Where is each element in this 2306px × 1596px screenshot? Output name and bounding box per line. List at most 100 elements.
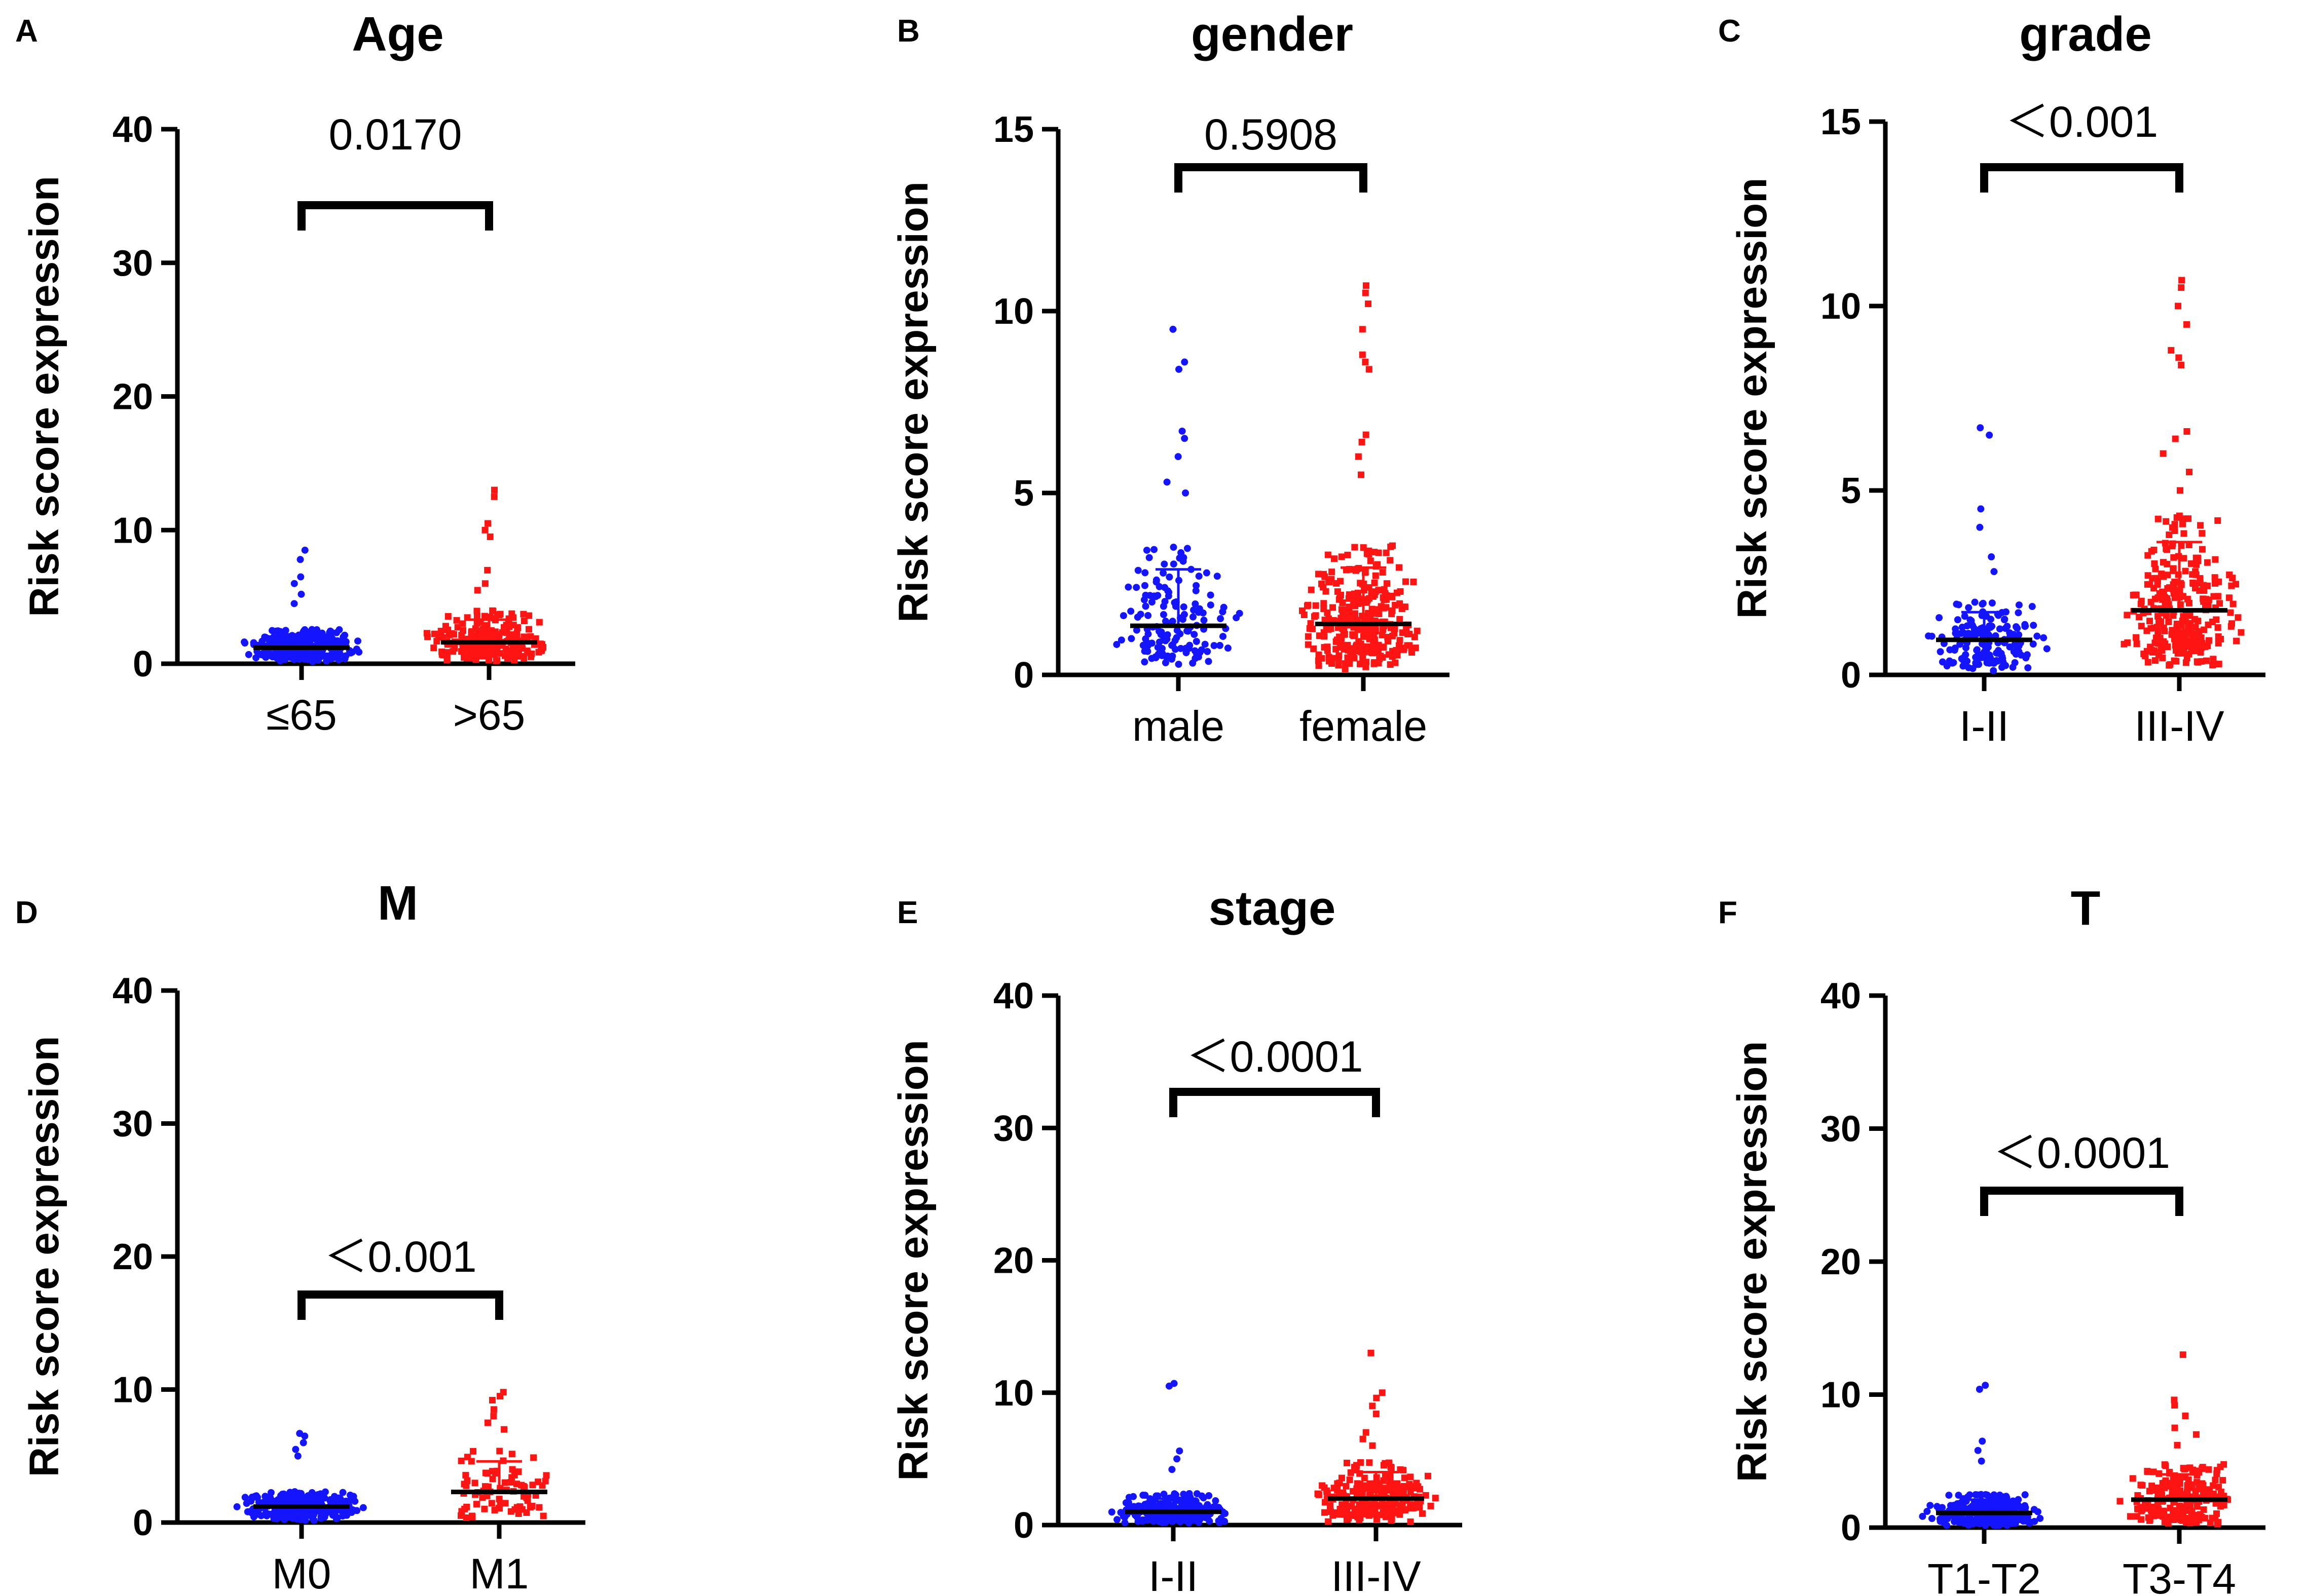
data-point xyxy=(1986,431,1993,439)
data-point xyxy=(2165,618,2172,625)
data-point xyxy=(2228,582,2235,589)
data-point xyxy=(1134,566,1142,574)
data-point xyxy=(1322,1499,1329,1506)
y-tick-label: 40 xyxy=(113,109,153,150)
data-point xyxy=(2171,579,2178,586)
data-point xyxy=(485,653,492,660)
data-point xyxy=(2178,277,2185,284)
data-point xyxy=(1349,616,1356,623)
data-point xyxy=(1996,625,2003,633)
data-point xyxy=(2129,1475,2136,1482)
data-point xyxy=(494,657,501,664)
data-point xyxy=(292,1446,300,1453)
data-point xyxy=(1968,621,1976,629)
data-point xyxy=(473,1501,480,1508)
data-point xyxy=(1128,635,1135,642)
data-point xyxy=(290,580,298,587)
data-point xyxy=(286,639,294,647)
data-point xyxy=(321,1488,329,1496)
data-point xyxy=(1362,431,1369,438)
data-point xyxy=(1356,660,1363,667)
data-point xyxy=(2015,601,2023,609)
data-point xyxy=(252,1493,260,1501)
data-point xyxy=(2003,1522,2011,1529)
y-tick-label: 0 xyxy=(1841,1508,1861,1548)
data-point xyxy=(2215,578,2222,585)
data-point xyxy=(1130,1493,1137,1500)
data-point xyxy=(248,1509,256,1517)
data-point xyxy=(1344,609,1351,616)
data-point xyxy=(1182,644,1189,652)
data-point xyxy=(1168,641,1176,649)
data-point xyxy=(2148,1483,2155,1490)
data-point xyxy=(1216,641,1223,649)
data-point xyxy=(1324,1490,1331,1497)
x-tick-label: >65 xyxy=(453,691,526,739)
data-point xyxy=(2187,1508,2195,1515)
data-point xyxy=(1353,567,1360,574)
data-point xyxy=(1948,1503,1955,1511)
data-point xyxy=(1216,615,1224,623)
data-point xyxy=(481,633,488,640)
data-point xyxy=(1354,1480,1361,1487)
data-point xyxy=(300,1509,307,1516)
data-point xyxy=(2158,646,2165,653)
data-point xyxy=(302,1516,309,1524)
data-point xyxy=(2170,1476,2177,1483)
data-point xyxy=(2172,647,2179,654)
data-point xyxy=(1160,1490,1168,1498)
p-value-label: 0.5908 xyxy=(1204,110,1337,159)
data-point xyxy=(1410,578,1417,585)
data-point xyxy=(1385,651,1392,658)
data-point xyxy=(471,1479,478,1487)
data-point xyxy=(2143,627,2150,634)
data-point xyxy=(2146,581,2153,588)
data-point xyxy=(484,1419,491,1426)
data-point xyxy=(520,1483,527,1490)
data-point xyxy=(481,623,488,630)
panel-letter: A xyxy=(15,14,38,49)
data-point xyxy=(1324,643,1331,651)
data-point xyxy=(300,1439,307,1447)
data-point xyxy=(2015,642,2023,650)
data-point xyxy=(2116,1498,2124,1505)
data-point xyxy=(1203,569,1210,577)
chart-title: T xyxy=(2071,881,2101,935)
data-point xyxy=(2178,1509,2185,1516)
data-point xyxy=(491,493,498,500)
data-point xyxy=(1400,1467,1407,1474)
data-point xyxy=(350,1493,357,1500)
series-1-points xyxy=(1113,325,1243,668)
data-point xyxy=(1977,505,1985,513)
data-point xyxy=(1959,662,1967,670)
data-point xyxy=(1144,612,1152,619)
data-point xyxy=(2171,657,2178,664)
data-point xyxy=(1393,652,1400,659)
data-point xyxy=(310,1516,318,1524)
data-point xyxy=(2171,594,2178,601)
data-point xyxy=(1417,1486,1424,1493)
data-point xyxy=(1334,588,1341,595)
data-point xyxy=(2036,1514,2044,1522)
data-point xyxy=(1362,289,1369,296)
x-tick-label: III-IV xyxy=(2134,702,2224,750)
data-point xyxy=(2192,633,2199,640)
data-point xyxy=(1997,1503,2004,1511)
data-point xyxy=(1178,427,1186,435)
data-point xyxy=(2144,659,2151,666)
data-point xyxy=(481,613,488,620)
data-point xyxy=(1335,658,1342,665)
data-point xyxy=(1221,1510,1229,1517)
data-point xyxy=(543,1472,550,1479)
data-point xyxy=(1307,620,1314,627)
data-point xyxy=(2148,647,2155,654)
data-point xyxy=(2165,1480,2172,1488)
data-point xyxy=(2150,546,2158,553)
data-point xyxy=(334,1514,342,1522)
data-point xyxy=(1327,625,1334,632)
data-point xyxy=(1325,1518,1332,1525)
data-point xyxy=(1207,591,1214,599)
data-point xyxy=(1985,631,1993,639)
data-point xyxy=(1359,1435,1366,1442)
data-point xyxy=(1990,667,1997,674)
